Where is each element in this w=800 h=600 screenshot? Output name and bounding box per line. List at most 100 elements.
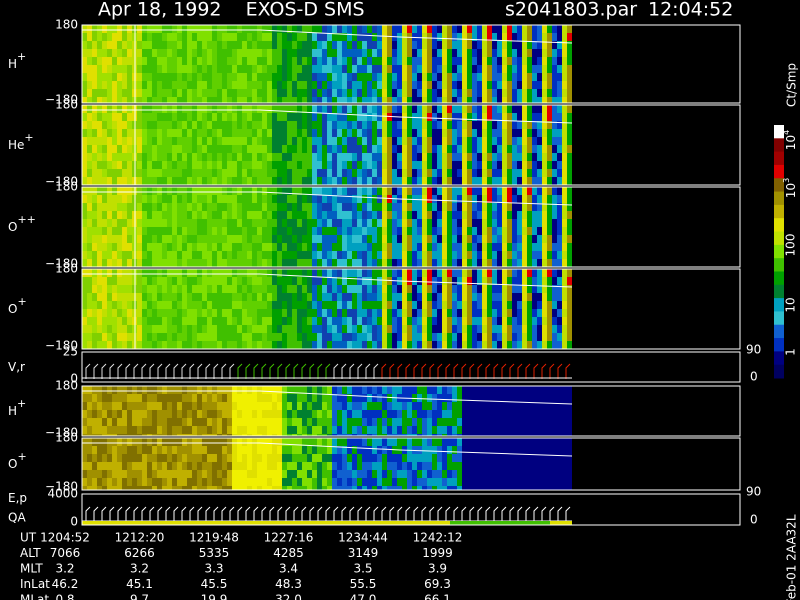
spectrogram-cell xyxy=(137,219,142,227)
spectrogram-cell xyxy=(192,203,197,211)
spectrogram-cell xyxy=(317,333,322,341)
spectrogram-cell xyxy=(412,25,417,33)
spectrogram-cell xyxy=(287,438,292,446)
spectrogram-cell xyxy=(242,177,247,185)
spectrogram-cell xyxy=(437,169,442,177)
spectrogram-cell xyxy=(177,410,182,418)
spectrogram-cell xyxy=(82,426,87,434)
spectrogram-cell xyxy=(127,325,132,333)
spectrogram-cell xyxy=(557,426,562,434)
spectrogram-cell xyxy=(377,259,382,267)
spectrogram-cell xyxy=(327,285,332,293)
spectrogram-cell xyxy=(372,121,377,129)
spectrogram-cell xyxy=(192,81,197,89)
spectrogram-cell xyxy=(362,187,367,195)
spectrogram-cell xyxy=(177,394,182,402)
spectrogram-cell xyxy=(267,478,272,486)
spectrogram-cell xyxy=(192,113,197,121)
trace-marker xyxy=(269,363,275,379)
spectrogram-cell xyxy=(482,219,487,227)
spectrogram-cell xyxy=(102,434,107,436)
spectrogram-cell xyxy=(422,402,427,410)
spectrogram-cell xyxy=(307,394,312,402)
spectrogram-cell xyxy=(382,243,387,251)
spectrogram-cell xyxy=(307,137,312,145)
spectrogram-cell xyxy=(477,187,482,195)
spectrogram-cell xyxy=(127,486,132,490)
spectrogram-cell xyxy=(532,121,537,129)
spectrogram-cell xyxy=(467,426,472,434)
spectrogram-cell xyxy=(262,251,267,259)
spectrogram-cell xyxy=(307,161,312,169)
spectrogram-cell xyxy=(262,81,267,89)
spectrogram-cell xyxy=(137,293,142,301)
spectrogram-cell xyxy=(557,341,562,349)
spectrogram-cell xyxy=(362,169,367,177)
spectrogram-cell xyxy=(102,309,107,317)
spectrogram-cell xyxy=(102,418,107,426)
spectrogram-cell xyxy=(107,49,112,57)
spectrogram-cell xyxy=(327,243,332,251)
spectrogram-cell xyxy=(507,341,512,349)
spectrogram-cell xyxy=(522,418,527,426)
spectrogram-cell xyxy=(287,137,292,145)
spectrogram-cell xyxy=(442,129,447,137)
spectrogram-cell xyxy=(142,285,147,293)
spectrogram-cell xyxy=(147,49,152,57)
spectrogram-cell xyxy=(177,309,182,317)
spectrogram-cell xyxy=(452,410,457,418)
spectrogram-cell xyxy=(242,259,247,267)
spectrogram-cell xyxy=(422,203,427,211)
spectrogram-cell xyxy=(492,49,497,57)
spectrogram-cell xyxy=(567,129,572,137)
spectrogram-cell xyxy=(532,219,537,227)
spectrogram-cell xyxy=(332,129,337,137)
spectrogram-cell xyxy=(497,105,502,113)
spectrogram-cell xyxy=(357,219,362,227)
spectrogram-cell xyxy=(502,65,507,73)
spectrogram-cell xyxy=(127,105,132,113)
spectrogram-cell xyxy=(172,386,177,394)
spectrogram-cell xyxy=(217,65,222,73)
spectrogram-cell xyxy=(382,341,387,349)
spectrogram-cell xyxy=(282,486,287,490)
spectrogram-cell xyxy=(317,418,322,426)
spectrogram-cell xyxy=(262,301,267,309)
spectrogram-cell xyxy=(167,462,172,470)
spectrogram-cell xyxy=(362,434,367,436)
spectrogram-cell xyxy=(457,169,462,177)
spectrogram-cell xyxy=(292,251,297,259)
spectrogram-cell xyxy=(377,277,382,285)
spectrogram-cell xyxy=(447,269,452,277)
spectrogram-cell xyxy=(242,41,247,49)
spectrogram-cell xyxy=(417,285,422,293)
spectrogram-cell xyxy=(287,203,292,211)
spectrogram-cell xyxy=(472,137,477,145)
spectrogram-cell xyxy=(112,426,117,434)
spectrogram-cell xyxy=(437,129,442,137)
spectrogram-cell xyxy=(487,57,492,65)
spectrogram-cell xyxy=(217,89,222,97)
spectrogram-cell xyxy=(197,219,202,227)
spectrogram-cell xyxy=(377,309,382,317)
spectrogram-cell xyxy=(482,301,487,309)
spectrogram-cell xyxy=(197,113,202,121)
spectrogram-cell xyxy=(287,341,292,349)
spectrogram-cell xyxy=(402,333,407,341)
spectrogram-cell xyxy=(567,153,572,161)
spectrogram-cell xyxy=(502,121,507,129)
spectrogram-cell xyxy=(107,259,112,267)
spectrogram-cell xyxy=(177,341,182,349)
spectrogram-cell xyxy=(232,434,237,436)
spectrogram-cell xyxy=(267,137,272,145)
spectrogram-cell xyxy=(152,426,157,434)
spectrogram-cell xyxy=(252,470,257,478)
spectrogram-cell xyxy=(172,33,177,41)
spectrogram-cell xyxy=(377,341,382,349)
spectrogram-cell xyxy=(412,341,417,349)
spectrogram-cell xyxy=(512,285,517,293)
spectrogram-cell xyxy=(157,325,162,333)
spectrogram-cell xyxy=(197,341,202,349)
spectrogram-cell xyxy=(312,219,317,227)
spectrogram-cell xyxy=(137,269,142,277)
